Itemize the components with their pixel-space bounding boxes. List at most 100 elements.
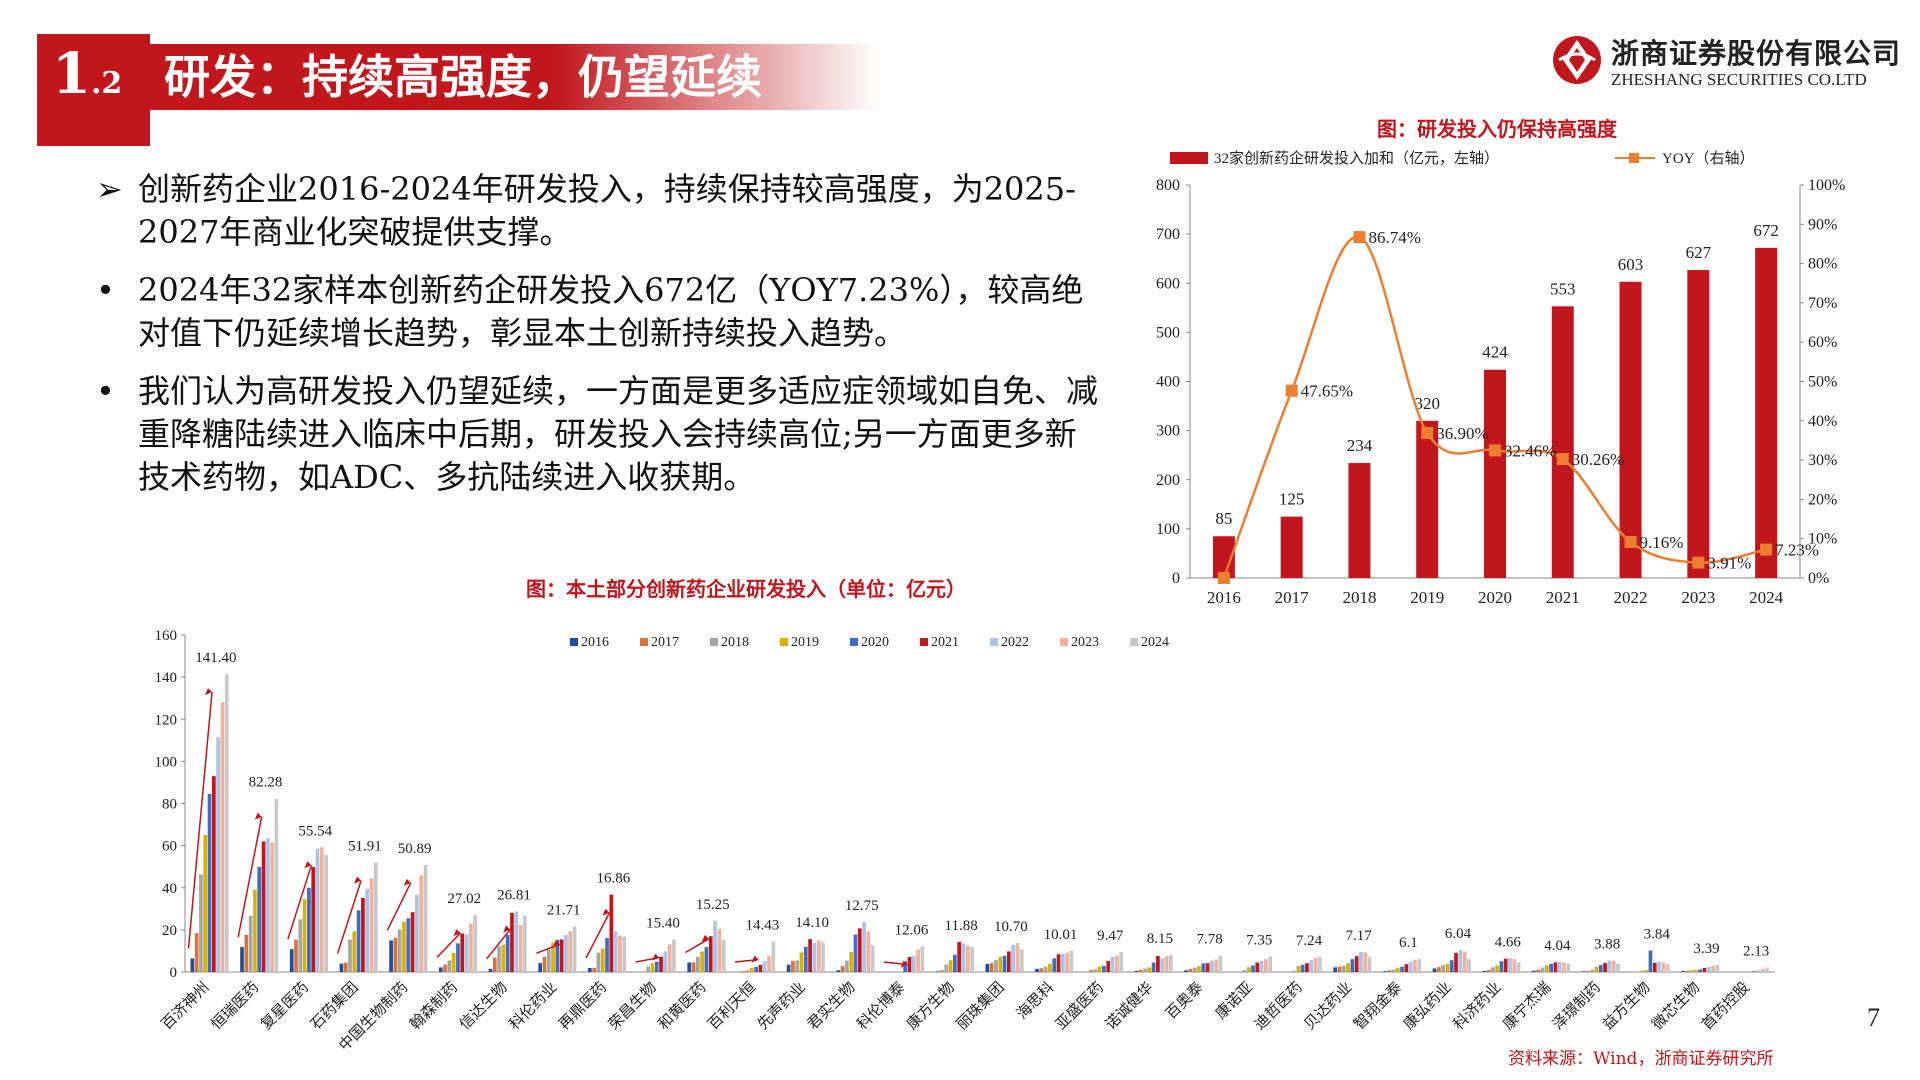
bar-value-label: 6.04 <box>1445 926 1472 942</box>
bar <box>1363 952 1368 972</box>
legend-swatch <box>850 638 858 646</box>
x-tick-label: 再鼎医药 <box>556 979 610 1033</box>
legend-label: 2021 <box>931 635 959 650</box>
bar <box>1218 955 1223 972</box>
bar-value-label: 14.10 <box>795 915 829 931</box>
bar <box>845 960 849 972</box>
bar <box>1508 958 1512 972</box>
bar <box>1214 959 1219 972</box>
bar-value-label: 320 <box>1414 394 1440 413</box>
bar <box>1484 369 1506 578</box>
bar <box>1553 962 1558 972</box>
bar <box>1462 951 1467 972</box>
y-tick-label-left: 300 <box>1156 423 1180 440</box>
y-tick-label-left: 800 <box>1156 177 1180 194</box>
trend-arrow <box>187 692 213 949</box>
bar <box>911 955 916 972</box>
bar <box>970 946 974 972</box>
bullet-marker: ➢ <box>96 170 123 208</box>
bar <box>1490 967 1495 972</box>
yoy-value-label: 47.65% <box>1301 382 1353 401</box>
bar-value-label: 85 <box>1215 509 1232 528</box>
y-tick-label: 60 <box>162 839 177 855</box>
bar <box>1168 954 1173 972</box>
bar <box>1445 963 1450 972</box>
x-tick-label: 2016 <box>1207 588 1241 607</box>
bar <box>1333 967 1338 972</box>
x-tick-label: 2023 <box>1681 588 1715 607</box>
bar-value-label: 6.1 <box>1399 935 1418 951</box>
x-tick-label: 首药控股 <box>1699 979 1753 1033</box>
x-tick-label: 科伦博泰 <box>854 979 908 1033</box>
bar <box>1532 970 1536 972</box>
bar <box>1188 968 1193 972</box>
bar <box>348 939 352 972</box>
trend-arrow <box>486 929 511 960</box>
yoy-value-label: 86.74% <box>1368 228 1420 247</box>
y-tick-label-right: 30% <box>1808 452 1837 469</box>
legend-label: 2024 <box>1141 635 1169 650</box>
bar <box>605 938 609 972</box>
y-tick-label-left: 200 <box>1156 472 1180 489</box>
bar <box>1259 960 1264 972</box>
trend-arrow-head <box>751 955 759 963</box>
bar <box>672 939 676 972</box>
legend-swatch <box>1130 638 1138 646</box>
bar <box>1756 970 1761 972</box>
x-tick-label: 益方生物 <box>1599 979 1653 1033</box>
bar <box>1687 269 1710 578</box>
bar <box>849 951 854 972</box>
bar <box>248 915 253 972</box>
bar <box>816 940 821 972</box>
bar-value-label: 55.54 <box>298 823 332 839</box>
bar <box>1652 962 1657 972</box>
bar <box>808 939 812 972</box>
yoy-marker <box>1760 543 1773 556</box>
bar <box>840 966 845 972</box>
bar <box>1300 964 1305 972</box>
bullet-marker: • <box>96 271 115 309</box>
bar <box>836 970 841 972</box>
bar <box>1318 956 1322 972</box>
bar <box>940 970 944 972</box>
bullet-marker: • <box>96 372 115 410</box>
bar <box>1694 969 1698 972</box>
bar <box>1060 953 1065 972</box>
bar <box>373 862 378 972</box>
bar <box>613 931 618 972</box>
x-tick-label: 科济药业 <box>1450 979 1504 1033</box>
bar <box>365 888 370 972</box>
bar <box>650 963 655 972</box>
x-tick-label: 科伦药业 <box>506 979 560 1033</box>
bar <box>456 943 460 972</box>
bar-value-label: 424 <box>1482 343 1508 362</box>
bar <box>518 924 523 972</box>
x-tick-label: 和黄医药 <box>655 979 709 1033</box>
bar <box>1251 965 1255 972</box>
bar <box>717 928 722 972</box>
bar <box>1544 965 1549 972</box>
x-tick-label: 复星医药 <box>257 978 312 1033</box>
x-tick-label: 2024 <box>1749 588 1784 607</box>
rd-chart-title: 图：研发投入仍保持高强度 <box>1377 117 1617 141</box>
y-tick-label: 40 <box>162 881 177 897</box>
bar <box>1164 956 1169 972</box>
bar <box>700 951 704 972</box>
bar <box>1681 970 1685 972</box>
bar <box>324 855 328 972</box>
y-tick-label-left: 700 <box>1156 226 1180 243</box>
bar <box>1039 968 1044 972</box>
bar-value-label: 10.01 <box>1044 927 1078 943</box>
bar <box>315 848 320 972</box>
bar <box>1611 960 1616 972</box>
trend-arrow-head <box>552 940 560 948</box>
bar-value-label: 12.06 <box>895 923 929 939</box>
section-number-sub: .2 <box>90 66 123 101</box>
bar-value-label: 11.88 <box>945 918 978 934</box>
bar <box>265 838 270 972</box>
bar <box>307 887 311 972</box>
bar <box>1089 970 1093 972</box>
bar <box>791 960 795 972</box>
yoy-value-label: 3.91% <box>1707 554 1751 573</box>
bar-value-label: 15.25 <box>696 897 730 913</box>
